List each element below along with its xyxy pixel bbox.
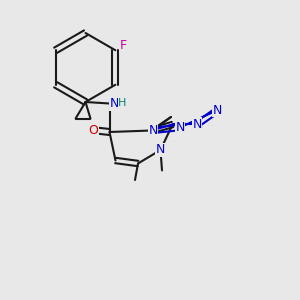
Text: F: F: [119, 39, 126, 52]
Text: N: N: [192, 118, 202, 131]
Text: H: H: [118, 98, 127, 109]
Text: N: N: [175, 121, 185, 134]
Text: N: N: [156, 143, 165, 157]
Text: N: N: [213, 103, 222, 117]
Text: O: O: [88, 124, 98, 137]
Text: N: N: [148, 124, 158, 137]
Text: N: N: [109, 97, 119, 110]
